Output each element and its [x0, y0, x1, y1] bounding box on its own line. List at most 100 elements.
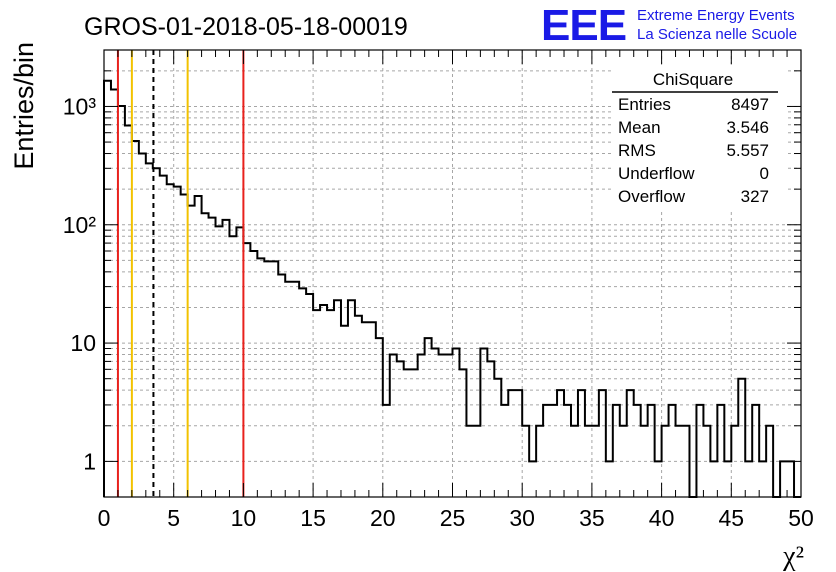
stats-box-title: ChiSquare	[653, 70, 733, 89]
histogram-bin	[209, 218, 216, 497]
histogram-bin	[146, 163, 153, 497]
histogram-bin	[188, 206, 195, 497]
histogram-bin	[669, 405, 676, 497]
histogram-bin	[167, 184, 174, 497]
histogram-bin	[425, 338, 432, 497]
x-tick-label: 20	[370, 505, 396, 531]
histogram-bin	[320, 305, 327, 497]
stats-label-underflow: Underflow	[618, 164, 695, 183]
histogram-bin	[174, 187, 181, 497]
histogram-bin	[627, 390, 634, 497]
stats-label-overflow: Overflow	[618, 187, 686, 206]
histogram-bin	[118, 106, 125, 497]
histogram-bin	[745, 461, 752, 497]
histogram-bin	[104, 81, 111, 497]
histogram-bin	[132, 141, 139, 497]
histogram-bin	[334, 300, 341, 497]
histogram-bin	[543, 405, 550, 497]
histogram-bin	[202, 213, 209, 497]
histogram-bin	[432, 348, 439, 497]
histogram-bin	[306, 294, 313, 497]
histogram-bin	[397, 361, 404, 497]
histogram-bin	[494, 379, 501, 497]
histogram-bin	[752, 405, 759, 497]
stats-value-rms: 5.557	[726, 141, 769, 160]
histogram-bin	[710, 461, 717, 497]
histogram-bin	[299, 288, 306, 497]
stats-value-underflow: 0	[760, 164, 769, 183]
x-tick-label: 35	[579, 505, 605, 531]
histogram-bin	[508, 390, 515, 497]
x-tick-label: 0	[98, 505, 111, 531]
x-tick-label: 40	[649, 505, 675, 531]
y-tick-label: 10	[70, 330, 96, 356]
eee-logo-line1: Extreme Energy Events	[637, 7, 795, 24]
histogram-bin	[550, 405, 557, 497]
cut-lines	[116, 50, 245, 497]
histogram-bin	[313, 310, 320, 497]
y-tick-label: 10²	[63, 212, 97, 238]
x-tick-label: 25	[440, 505, 466, 531]
histogram-bin	[285, 282, 292, 497]
x-tick-label: 10	[231, 505, 257, 531]
histogram-bin	[613, 405, 620, 497]
histogram-bin	[717, 405, 724, 497]
histogram-bin	[383, 405, 390, 497]
histogram	[103, 79, 801, 498]
histogram-bin	[606, 461, 613, 497]
histogram-bin	[195, 196, 202, 497]
histogram-bin	[529, 461, 536, 497]
stats-box: ChiSquare Entries 8497 Mean 3.546 RMS 5.…	[612, 65, 786, 210]
histogram-bin	[738, 379, 745, 497]
histogram-bin	[459, 369, 466, 497]
histogram-bin	[327, 310, 334, 497]
stats-label-rms: RMS	[618, 141, 656, 160]
histogram-bin	[411, 369, 418, 497]
eee-logo: EEE Extreme Energy Events La Scienza nel…	[541, 1, 797, 50]
x-tick-label: 45	[719, 505, 745, 531]
histogram-bin	[376, 338, 383, 497]
histogram-bin	[222, 220, 229, 497]
histogram-bin	[453, 348, 460, 497]
stats-label-mean: Mean	[618, 118, 661, 137]
histogram-bin	[557, 390, 564, 497]
stats-value-entries: 8497	[731, 95, 769, 114]
histogram-bin	[780, 461, 787, 497]
x-tick-label: 50	[788, 505, 814, 531]
x-tick-label: 5	[167, 505, 180, 531]
x-tick-label: 15	[300, 505, 326, 531]
y-tick-label: 10³	[63, 93, 97, 119]
histogram-bin	[578, 390, 585, 497]
eee-logo-line2: La Scienza nelle Scuole	[637, 26, 797, 43]
histogram-bin	[229, 236, 236, 497]
histogram-bin	[250, 251, 257, 497]
histogram-bin	[648, 405, 655, 497]
histogram-bin	[111, 90, 118, 497]
histogram-bin	[404, 369, 411, 497]
histogram-bin	[696, 405, 703, 497]
histogram-bin	[236, 227, 243, 497]
histogram-bin	[348, 300, 355, 497]
stats-value-overflow: 327	[741, 187, 769, 206]
histogram-bin	[125, 126, 132, 497]
histogram-bin	[487, 361, 494, 497]
run-title: GROS-01-2018-05-18-00019	[84, 13, 408, 41]
stats-value-mean: 3.546	[726, 118, 769, 137]
histogram-bin	[480, 348, 487, 497]
histogram-outline	[103, 79, 801, 498]
histogram-bin	[787, 461, 794, 497]
histogram-bin	[243, 243, 250, 497]
histogram-bin	[160, 176, 167, 497]
histogram-bin	[655, 461, 662, 497]
y-axis-title: Entries/bin	[9, 42, 39, 170]
histogram-bin	[515, 390, 522, 497]
axes: 0 5 10 15 20 25 30 35 40 45 50 1 10 10² 10³	[63, 49, 814, 531]
histogram-bin	[634, 405, 641, 497]
x-tick-label: 30	[509, 505, 535, 531]
histogram-bin	[759, 461, 766, 497]
histogram-bin	[501, 405, 508, 497]
histogram-bin	[599, 390, 606, 497]
histogram-bin	[181, 195, 188, 497]
histogram-bin	[564, 405, 571, 497]
y-tick-label: 1	[83, 448, 96, 474]
